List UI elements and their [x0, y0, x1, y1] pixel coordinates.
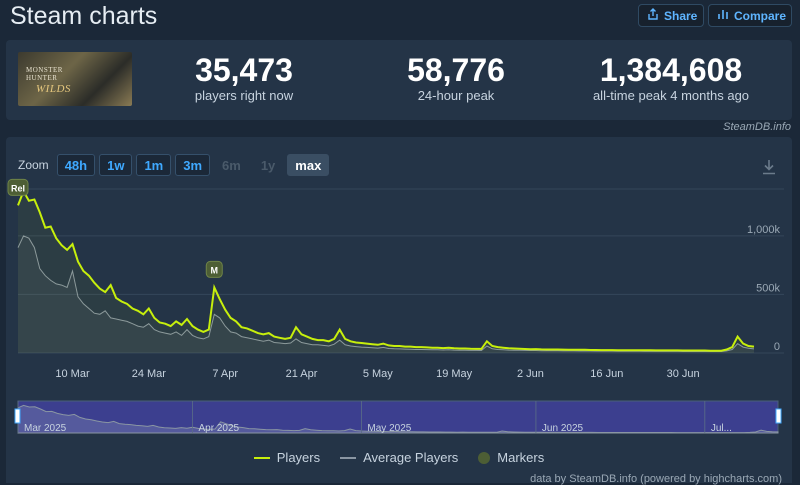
stat-value: 1,384,608 [599, 52, 743, 88]
x-tick-label: 19 May [436, 368, 473, 380]
zoom-controls: Zoom 48h 1w 1m 3m 6m 1y max [18, 154, 330, 176]
average-swatch-icon [340, 456, 357, 459]
average-players-area [18, 235, 754, 353]
data-credit[interactable]: data by SteamDB.info (powered by highcha… [530, 473, 782, 485]
page-title: Steam charts [10, 2, 158, 30]
legend-item-average-players[interactable]: Average Players [340, 450, 458, 465]
player-count-chart[interactable]: Rel M 10 Mar 24 Mar 7 Apr 21 Apr 5 May 19 May 2… [6, 137, 792, 447]
compare-icon [717, 8, 729, 23]
markers-swatch-icon [478, 451, 491, 464]
x-tick-label: 2 Jun [517, 368, 544, 380]
x-tick-label: 10 Mar [55, 368, 90, 380]
compare-button-label: Compare [734, 8, 787, 23]
compare-button[interactable]: Compare [708, 4, 792, 27]
x-tick-label: 7 Apr [212, 368, 238, 380]
navigator-label: Jul... [711, 423, 732, 434]
share-button[interactable]: Share [638, 4, 704, 27]
zoom-1m-button[interactable]: 1m [136, 154, 172, 176]
y-tick-label: 500k [756, 282, 780, 294]
x-tick-label: 21 Apr [286, 368, 318, 380]
x-tick-label: 30 Jun [667, 368, 700, 380]
share-icon [647, 8, 659, 23]
legend-item-markers[interactable]: Markers [478, 450, 544, 465]
top-bar: Steam charts Share Compare [0, 0, 800, 34]
chart-legend: Players Average Players Markers [6, 450, 792, 465]
chart-marker [7, 178, 29, 196]
players-series [17, 188, 755, 353]
chart-marker-label: M [211, 265, 219, 275]
navigator-label: Apr 2025 [199, 423, 240, 434]
game-logo: MONSTER HUNTER WILDS [26, 66, 86, 95]
y-tick-label: 1,000k [747, 224, 781, 236]
navigator-range [17, 400, 779, 434]
x-axis-labels: 10 Mar 24 Mar 7 Apr 21 Apr 5 May 19 May 2 Jun 1… [55, 368, 699, 380]
navigator-label: Jun 2025 [542, 423, 584, 434]
navigator-series [17, 404, 779, 434]
share-button-label: Share [664, 8, 698, 23]
stat-label: 24-hour peak [417, 88, 495, 103]
x-tick-label: 5 May [363, 368, 393, 380]
stats-panel: MONSTER HUNTER WILDS 35,473 players righ… [6, 40, 792, 120]
zoom-label: Zoom [18, 158, 49, 172]
chart-panel: Zoom 48h 1w 1m 3m 6m 1y max Rel M 10 Mar 2… [6, 137, 792, 485]
players-area [18, 191, 754, 353]
stat-value: 35,473 [195, 52, 293, 88]
zoom-6m-button: 6m [222, 157, 241, 173]
legend-label: Players [276, 450, 321, 465]
players-swatch-icon [253, 456, 270, 459]
stat-label: players right now [194, 88, 294, 103]
chart-grid [18, 188, 784, 354]
zoom-48h-button[interactable]: 48h [56, 154, 96, 176]
legend-label: Average Players [363, 450, 459, 465]
stat-value: 58,776 [407, 52, 505, 88]
x-tick-label: 24 Mar [132, 368, 167, 380]
zoom-3m-button[interactable]: 3m [175, 154, 211, 176]
navigator-left-handle [14, 408, 21, 424]
players-line [17, 188, 755, 352]
zoom-max-button[interactable]: max [287, 154, 330, 176]
navigator-label: Mar 2025 [24, 423, 67, 434]
game-cover-image[interactable]: MONSTER HUNTER WILDS [18, 52, 132, 106]
game-logo-line2: WILDS [36, 83, 71, 95]
zoom-1w-button[interactable]: 1w [99, 154, 133, 176]
stat-current-players: 35,473 players right now [174, 52, 314, 103]
y-tick-label: 0 [774, 341, 780, 353]
zoom-1y-button: 1y [260, 157, 276, 173]
navigator-label: May 2025 [367, 423, 411, 434]
stat-24h-peak: 58,776 24-hour peak [386, 52, 526, 103]
stat-label: all-time peak 4 months ago [592, 88, 750, 103]
legend-label: Markers [497, 450, 545, 465]
game-logo-line1: MONSTER HUNTER [26, 66, 63, 82]
navigator[interactable]: Mar 2025 Apr 2025 May 2025 Jun 2025 Jul... [14, 400, 782, 434]
x-tick-label: 16 Jun [590, 368, 623, 380]
navigator-right-handle [775, 408, 782, 424]
chart-marker-label: Rel [11, 183, 25, 193]
chart-marker [205, 260, 223, 278]
steamdb-credit-link[interactable]: SteamDB.info [723, 121, 791, 133]
download-icon[interactable] [762, 159, 776, 175]
y-axis-labels: 0 500k 1,000k [747, 224, 781, 353]
stat-all-time-peak: 1,384,608 all-time peak 4 months ago [586, 52, 756, 103]
chart-markers: Rel M [7, 178, 223, 278]
legend-item-players[interactable]: Players [253, 450, 321, 465]
